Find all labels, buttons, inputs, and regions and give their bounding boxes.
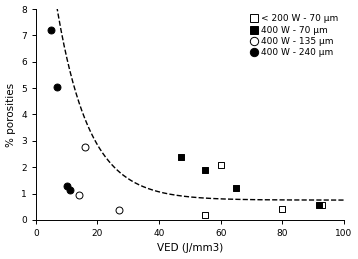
Point: [218, 162, 223, 167]
Point: [67, 188, 73, 192]
Point: [76, 193, 82, 197]
Point: [279, 207, 285, 211]
Point: [82, 145, 88, 149]
Point: [116, 208, 122, 212]
Point: [54, 85, 60, 89]
Point: [178, 155, 184, 159]
Y-axis label: % porosities: % porosities: [6, 82, 15, 147]
Point: [64, 184, 69, 188]
Point: [316, 203, 322, 207]
Point: [48, 28, 54, 32]
Point: [319, 203, 325, 207]
Point: [233, 186, 239, 190]
Legend: < 200 W - 70 μm, 400 W - 70 μm, 400 W - 135 μm, 400 W - 240 μm: < 200 W - 70 μm, 400 W - 70 μm, 400 W - …: [248, 13, 339, 58]
Point: [202, 168, 208, 172]
Point: [202, 213, 208, 217]
X-axis label: VED (J/mm3): VED (J/mm3): [157, 243, 223, 254]
